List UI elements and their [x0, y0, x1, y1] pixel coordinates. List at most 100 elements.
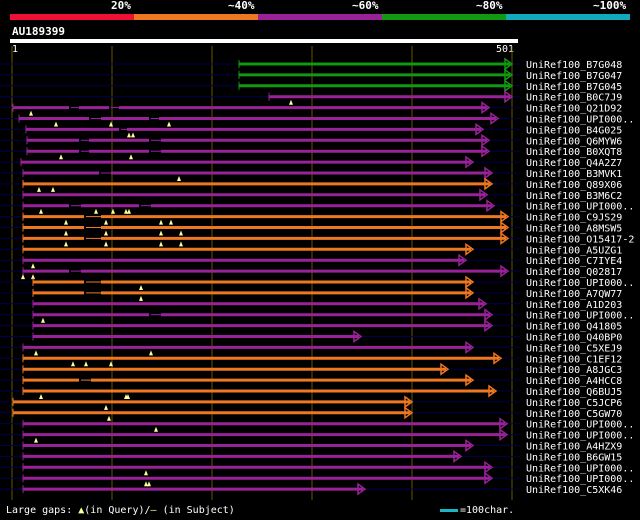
hit-row[interactable]: UniRef100_Q40BP0: [0, 330, 622, 344]
hit-row[interactable]: UniRef100_A8MSW5: [0, 221, 622, 236]
hit-row[interactable]: UniRef100_A4HZX9: [0, 439, 622, 453]
query-gap-marker: [289, 99, 293, 105]
hit-end-arrow: [484, 177, 494, 191]
hit-label[interactable]: UniRef100_C5JCP6: [526, 398, 622, 409]
hit-row[interactable]: UniRef100_UPI000..: [0, 275, 634, 290]
hit-label[interactable]: UniRef100_B0C7J9: [526, 93, 622, 104]
hit-row[interactable]: UniRef100_B3MVK1: [0, 166, 622, 181]
hit-label[interactable]: UniRef100_UPI000..: [526, 202, 634, 213]
hit-label[interactable]: UniRef100_UPI000..: [526, 278, 634, 289]
hit-end-arrow: [500, 221, 510, 234]
hit-label[interactable]: UniRef100_A8MSW5: [526, 224, 622, 235]
hit-row[interactable]: UniRef100_A4HCC8: [0, 373, 622, 387]
hit-row[interactable]: UniRef100_B7G048: [0, 57, 622, 71]
hit-label[interactable]: UniRef100_C5GW70: [526, 409, 622, 420]
hit-label[interactable]: UniRef100_A8JGC3: [526, 365, 622, 376]
hit-label[interactable]: UniRef100_A1D203: [526, 300, 622, 311]
hit-label[interactable]: UniRef100_Q6MYW6: [526, 136, 622, 147]
hit-row[interactable]: UniRef100_C9JS29: [0, 210, 622, 225]
hit-row[interactable]: UniRef100_C1EF12: [0, 351, 622, 367]
query-gap-marker: [129, 154, 133, 160]
hit-row[interactable]: UniRef100_C7IYE4: [0, 253, 622, 269]
hit-label[interactable]: UniRef100_Q6BUJ5: [526, 387, 622, 398]
hit-end-arrow: [458, 253, 468, 267]
hit-row[interactable]: UniRef100_UPI000..: [0, 112, 634, 127]
hit-label[interactable]: UniRef100_UPI000..: [526, 311, 634, 322]
hit-row[interactable]: UniRef100_C5GW70: [0, 406, 622, 421]
hit-row[interactable]: UniRef100_B4G025: [0, 122, 622, 138]
hit-row[interactable]: UniRef100_O15417-2: [0, 231, 634, 247]
hit-row[interactable]: UniRef100_A1D203: [0, 297, 622, 311]
hit-label[interactable]: UniRef100_Q89X06: [526, 180, 622, 191]
hit-row[interactable]: UniRef100_Q02817: [0, 264, 622, 280]
hit-label[interactable]: UniRef100_B4G025: [526, 125, 622, 136]
query-gap-marker: [177, 176, 181, 181]
hit-label[interactable]: UniRef100_A4HZX9: [526, 442, 622, 453]
hit-row[interactable]: UniRef100_B0C7J9: [0, 90, 622, 105]
hit-row[interactable]: UniRef100_UPI000..: [0, 428, 634, 443]
hit-row[interactable]: UniRef100_C5JCP6: [0, 395, 622, 410]
hit-end-arrow: [475, 122, 485, 136]
hit-row[interactable]: UniRef100_UPI000..: [0, 460, 634, 476]
hit-row[interactable]: UniRef100_Q6BUJ5: [0, 384, 622, 399]
hit-label[interactable]: UniRef100_Q4A2Z7: [526, 158, 622, 169]
hit-row[interactable]: UniRef100_B0XQT8: [0, 144, 622, 160]
hit-label[interactable]: UniRef100_Q40BP0: [526, 333, 622, 344]
hit-row[interactable]: UniRef100_C5XEJ9: [0, 340, 622, 356]
hit-label[interactable]: UniRef100_A4HCC8: [526, 376, 622, 387]
hit-label[interactable]: UniRef100_UPI000..: [526, 115, 634, 126]
hit-end-arrow: [481, 133, 491, 147]
hit-row[interactable]: UniRef100_A7QW77: [0, 286, 622, 301]
hit-label[interactable]: UniRef100_C9JS29: [526, 213, 622, 224]
hit-label[interactable]: UniRef100_UPI000..: [526, 431, 634, 442]
hit-label[interactable]: UniRef100_A5UZG1: [526, 245, 622, 256]
hit-label[interactable]: UniRef100_B7G047: [526, 71, 622, 82]
hit-label[interactable]: UniRef100_Q41805: [526, 322, 622, 333]
hit-label[interactable]: UniRef100_C7IYE4: [526, 256, 622, 267]
hit-row[interactable]: UniRef100_B3M6C2: [0, 188, 622, 202]
query-gap-marker: [94, 208, 98, 214]
hit-label[interactable]: UniRef100_C1EF12: [526, 354, 622, 365]
hit-label[interactable]: UniRef100_O15417-2: [526, 234, 634, 245]
hit-row[interactable]: UniRef100_B7G045: [0, 79, 622, 93]
hit-label[interactable]: UniRef100_Q21D92: [526, 104, 622, 115]
hit-label[interactable]: UniRef100_B3M6C2: [526, 191, 622, 202]
hit-row[interactable]: UniRef100_Q4A2Z7: [0, 155, 622, 169]
hit-label[interactable]: UniRef100_Q02817: [526, 267, 622, 278]
hit-row[interactable]: UniRef100_UPI000..: [0, 199, 634, 214]
hit-label[interactable]: UniRef100_B6GW15: [526, 452, 622, 463]
hit-label[interactable]: UniRef100_UPI000..: [526, 474, 634, 485]
hit-label[interactable]: UniRef100_A7QW77: [526, 289, 622, 300]
hit-row[interactable]: UniRef100_C5XK46: [0, 482, 622, 496]
hit-label[interactable]: UniRef100_B7G048: [526, 60, 622, 71]
query-gap-marker: [34, 437, 38, 443]
hit-end-arrow: [465, 155, 475, 169]
hit-label[interactable]: UniRef100_UPI000..: [526, 463, 634, 474]
hit-label[interactable]: UniRef100_C5XEJ9: [526, 343, 622, 354]
hit-label[interactable]: UniRef100_B7G045: [526, 82, 622, 93]
legend-text-b: (in Query)/: [84, 505, 151, 516]
hit-label[interactable]: UniRef100_B3MVK1: [526, 169, 622, 180]
hit-row[interactable]: UniRef100_UPI000..: [0, 308, 634, 323]
subject-gap-icon: –: [150, 505, 157, 516]
hit-row[interactable]: UniRef100_Q21D92: [0, 101, 622, 116]
legend-text-a: Large gaps:: [6, 505, 79, 516]
hit-row[interactable]: UniRef100_Q89X06: [0, 177, 622, 192]
hit-label[interactable]: UniRef100_C5XK46: [526, 485, 622, 496]
hit-label[interactable]: UniRef100_B0XQT8: [526, 147, 622, 158]
hit-row[interactable]: UniRef100_A8JGC3: [0, 362, 622, 376]
query-gap-marker: [54, 121, 58, 127]
hit-row[interactable]: UniRef100_UPI000..: [0, 417, 634, 432]
query-gap-marker: [139, 295, 143, 301]
query-gap-marker: [159, 241, 163, 247]
hit-row[interactable]: UniRef100_UPI000..: [0, 471, 634, 487]
hit-label[interactable]: UniRef100_UPI000..: [526, 420, 634, 431]
hit-end-arrow: [500, 210, 510, 224]
hit-row[interactable]: UniRef100_Q41805: [0, 319, 622, 333]
hit-end-arrow: [478, 297, 488, 311]
hit-row[interactable]: UniRef100_B6GW15: [0, 449, 622, 463]
hit-row[interactable]: UniRef100_Q6MYW6: [0, 133, 622, 147]
hit-row[interactable]: UniRef100_A5UZG1: [0, 242, 622, 256]
hit-end-arrow: [500, 231, 510, 245]
hit-row[interactable]: UniRef100_B7G047: [0, 68, 622, 82]
